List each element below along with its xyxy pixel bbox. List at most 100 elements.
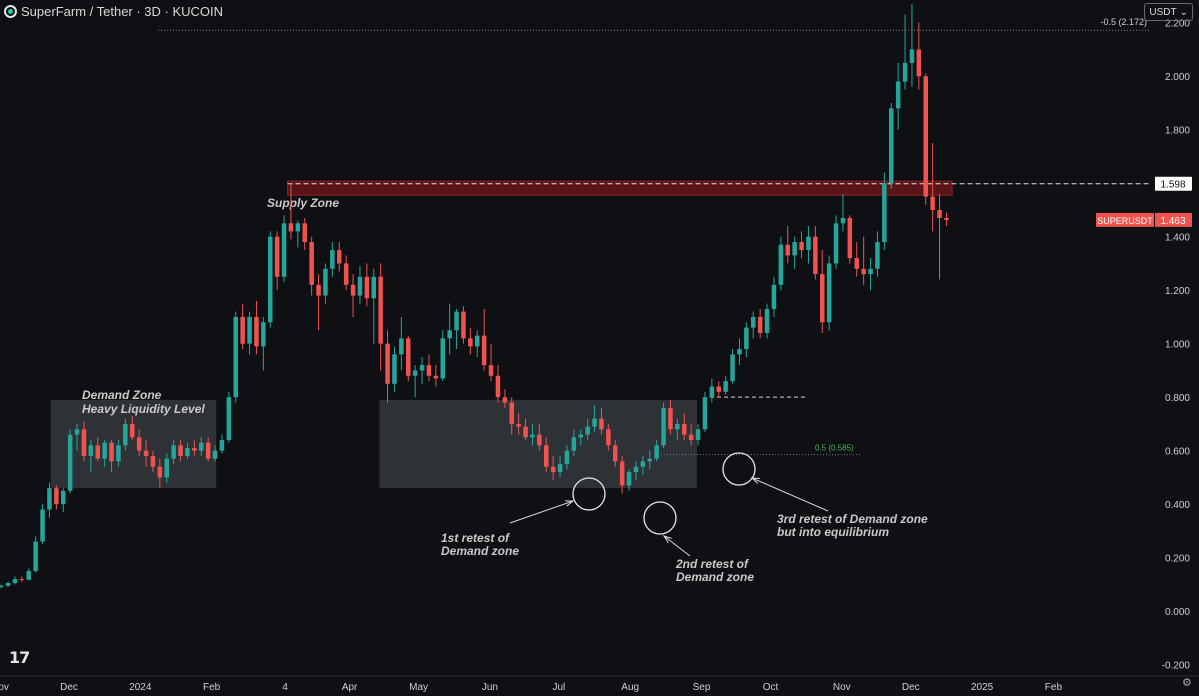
- candle-up: [102, 442, 107, 459]
- tradingview-logo[interactable]: 17: [9, 648, 30, 667]
- candle-down: [682, 423, 687, 435]
- candle-up: [261, 322, 266, 347]
- candle-down: [544, 445, 549, 467]
- candle-up: [268, 236, 273, 323]
- candle-up: [440, 338, 445, 379]
- candle-down: [550, 466, 556, 473]
- candle-down: [619, 461, 625, 486]
- retest-circle: [643, 501, 677, 535]
- candle-down: [274, 236, 280, 277]
- symbol-badge: [1096, 212, 1154, 227]
- y-tick-label: 0.600: [1165, 447, 1190, 458]
- candle-down: [54, 488, 59, 505]
- candle-up: [833, 223, 839, 264]
- candle-up: [868, 268, 873, 275]
- candle-up: [723, 381, 728, 392]
- x-tick-label: Aug: [621, 682, 639, 693]
- candle-up: [840, 217, 846, 224]
- candle-up: [695, 429, 701, 440]
- x-tick-label: Feb: [1045, 682, 1063, 693]
- demand-zone-label: Demand Zone: [82, 388, 162, 402]
- candle-up: [47, 488, 52, 510]
- candle-up: [771, 284, 777, 309]
- candle-up: [185, 448, 190, 457]
- x-tick-label: Oct: [763, 682, 779, 693]
- candle-up: [751, 316, 756, 328]
- x-tick-label: Apr: [342, 682, 358, 693]
- retest1-label-line1: 1st retest of: [441, 531, 510, 545]
- candle-up: [530, 434, 535, 438]
- candle-down: [254, 316, 259, 347]
- candle-up: [295, 223, 301, 232]
- symbol-title[interactable]: SuperFarm / Tether · 3D · KUCOIN: [21, 4, 224, 19]
- candle-down: [364, 276, 370, 299]
- candle-up: [654, 445, 659, 459]
- retest3-arrow-head: [750, 477, 761, 484]
- retest2-arrow-head: [662, 535, 672, 544]
- candle-up: [281, 223, 287, 277]
- candle-up: [826, 263, 832, 323]
- candle-up: [392, 354, 397, 384]
- y-tick-label: 2.000: [1165, 72, 1190, 83]
- candle-up: [647, 458, 652, 462]
- candle-up: [709, 386, 715, 398]
- candle-up: [164, 458, 169, 478]
- candle-down: [509, 402, 514, 424]
- currency-button[interactable]: USDT ⌄: [1144, 3, 1193, 21]
- y-tick-label: 1.200: [1165, 286, 1190, 297]
- x-tick-label: Dec: [60, 682, 78, 693]
- candle-down: [302, 223, 307, 243]
- candle-down: [143, 450, 149, 457]
- candle-up: [40, 509, 45, 542]
- candle-up: [199, 442, 204, 451]
- candle-up: [226, 397, 232, 440]
- candle-up: [633, 466, 639, 473]
- settings-gear-icon[interactable]: ⚙: [1182, 677, 1192, 689]
- candle-down: [613, 445, 618, 462]
- symbol-badge-text: SUPERUSDT: [1097, 216, 1153, 226]
- candle-up: [233, 316, 238, 398]
- candle-down: [930, 196, 935, 210]
- candle-down: [316, 284, 321, 296]
- x-tick-label: Jul: [553, 682, 566, 693]
- candle-down: [350, 284, 356, 296]
- y-tick-label: 2.200: [1165, 19, 1190, 30]
- candle-up: [219, 439, 225, 451]
- candle-down: [378, 276, 383, 344]
- y-tick-label: 0.200: [1165, 554, 1190, 565]
- candle-down: [861, 268, 866, 275]
- candle-up: [592, 418, 597, 427]
- demand-zone-sublabel: Heavy Liquidity Level: [82, 402, 205, 416]
- candle-up: [875, 242, 880, 269]
- x-tick-label: Dec: [902, 682, 920, 693]
- candle-down: [95, 445, 100, 459]
- x-tick-label: Nov: [0, 682, 9, 693]
- y-tick-label: 1.400: [1165, 233, 1190, 244]
- candle-down: [944, 217, 949, 220]
- candle-up: [778, 244, 784, 285]
- candle-up: [792, 242, 797, 256]
- candle-up: [412, 370, 418, 376]
- candle-down: [481, 335, 487, 366]
- candle-down: [130, 423, 135, 438]
- candle-up: [12, 579, 18, 584]
- x-tick-label: 4: [282, 682, 288, 693]
- supply-zone-box: [287, 180, 953, 196]
- retest3-label-line1: 3rd retest of Demand zone: [777, 512, 928, 526]
- superfarm-logo-icon: [4, 5, 17, 18]
- retest3-arrow: [751, 477, 829, 512]
- candle-down: [937, 209, 942, 218]
- candle-down: [785, 244, 790, 256]
- candle-up: [419, 365, 425, 371]
- x-tick-label: Sep: [693, 682, 711, 693]
- candle-up: [806, 236, 811, 251]
- candle-down: [337, 250, 342, 264]
- chart-header: SuperFarm / Tether · 3D · KUCOIN: [4, 4, 223, 19]
- candle-up: [702, 397, 708, 430]
- candle-up: [889, 108, 894, 184]
- candle-up: [557, 464, 563, 473]
- retest-circle: [572, 477, 606, 511]
- supply-price-badge: [1155, 176, 1192, 191]
